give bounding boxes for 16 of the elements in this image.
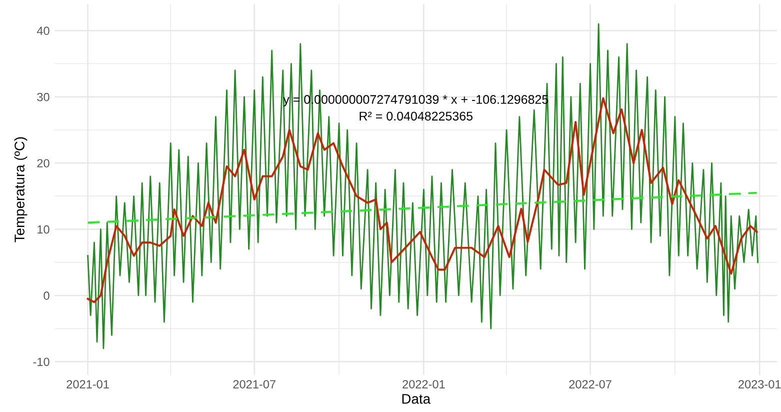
x-tick-label: 2021-01 [66, 380, 109, 388]
y-tick-label: 40 [36, 26, 50, 35]
x-tick-label: 2022-01 [402, 380, 445, 388]
y-tick-label: 20 [37, 159, 50, 168]
y-tick-label: -10 [33, 358, 50, 366]
x-axis-title: Data [402, 394, 431, 404]
y-tick-label: 30 [37, 92, 50, 102]
x-tick-label: 2021-07 [233, 380, 276, 388]
line-series [86, 97, 758, 304]
y-axis-title: Temperatura (ºC) [14, 137, 28, 242]
y-tick-label: 10 [38, 225, 50, 234]
x-tick-label: 2022-07 [569, 380, 612, 388]
line-series [87, 23, 758, 350]
x-tick-label: 2023-01 [738, 380, 781, 388]
annotation: R² = 0.04048225365 [360, 112, 473, 121]
y-tick-label: 0 [44, 291, 50, 300]
